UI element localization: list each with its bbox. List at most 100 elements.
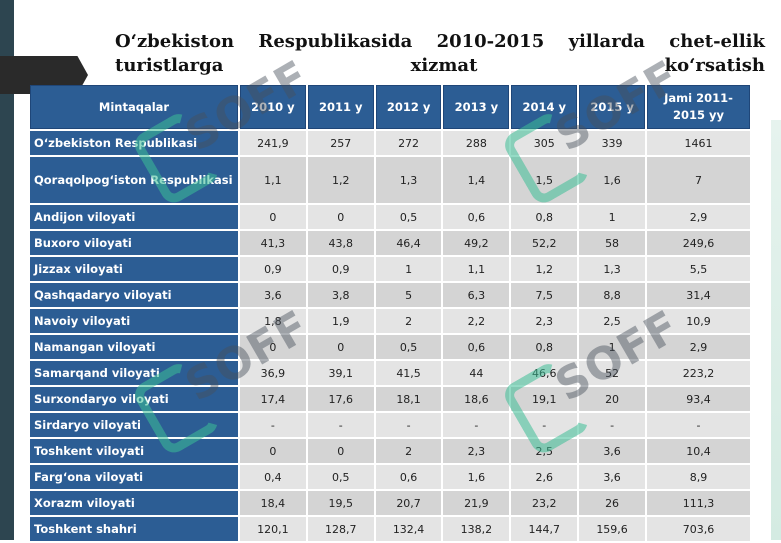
value-cell: 138,2 — [443, 517, 510, 541]
value-cell: 19,5 — [307, 491, 374, 515]
value-cell: 31,4 — [647, 283, 750, 307]
value-cell: 0,5 — [307, 465, 374, 489]
value-cell: 0,8 — [511, 205, 578, 229]
right-decor-strip — [771, 120, 781, 540]
value-cell: - — [443, 413, 510, 437]
value-cell: 17,4 — [240, 387, 306, 411]
value-cell: 18,4 — [240, 491, 306, 515]
value-cell: 46,4 — [375, 231, 442, 255]
value-cell: 2,5 — [579, 309, 645, 333]
value-cell: 0,5 — [375, 335, 442, 359]
region-cell: Qoraqolpog‘iston Respublikasi — [30, 157, 238, 203]
value-cell: 2 — [375, 439, 442, 463]
value-cell: 1,2 — [511, 257, 578, 281]
value-cell: 0,9 — [240, 257, 306, 281]
value-cell: 249,6 — [647, 231, 750, 255]
region-cell: Xorazm viloyati — [30, 491, 238, 515]
value-cell: 0 — [307, 439, 374, 463]
value-cell: 0 — [307, 335, 374, 359]
region-cell: Surxondaryo viloyati — [30, 387, 238, 411]
value-cell: 2,2 — [443, 309, 510, 333]
value-cell: 305 — [511, 131, 578, 155]
value-cell: 49,2 — [443, 231, 510, 255]
value-cell: 8,9 — [647, 465, 750, 489]
region-cell: Toshkent shahri — [30, 517, 238, 541]
value-cell: 21,9 — [443, 491, 510, 515]
value-cell: - — [647, 413, 750, 437]
value-cell: 6,3 — [443, 283, 510, 307]
value-cell: 1 — [579, 205, 645, 229]
value-cell: 1,1 — [443, 257, 510, 281]
value-cell: - — [375, 413, 442, 437]
region-cell: Qashqadaryo viloyati — [30, 283, 238, 307]
value-cell: 0,6 — [375, 465, 442, 489]
value-cell: 5 — [375, 283, 442, 307]
value-cell: 257 — [307, 131, 374, 155]
value-cell: 52 — [579, 361, 645, 385]
value-cell: - — [240, 413, 306, 437]
value-cell: 7,5 — [511, 283, 578, 307]
value-cell: 26 — [579, 491, 645, 515]
column-header: 2013 y — [443, 85, 510, 129]
value-cell: 10,9 — [647, 309, 750, 333]
value-cell: 1 — [375, 257, 442, 281]
value-cell: 111,3 — [647, 491, 750, 515]
value-cell: 0,8 — [511, 335, 578, 359]
value-cell: 5,5 — [647, 257, 750, 281]
value-cell: 288 — [443, 131, 510, 155]
value-cell: 20,7 — [375, 491, 442, 515]
value-cell: 1,2 — [307, 157, 374, 203]
column-header: 2011 y — [307, 85, 374, 129]
region-cell: Farg‘ona viloyati — [30, 465, 238, 489]
value-cell: 93,4 — [647, 387, 750, 411]
value-cell: 2,9 — [647, 335, 750, 359]
value-cell: 0 — [240, 335, 306, 359]
value-cell: 1461 — [647, 131, 750, 155]
table-row: Xorazm viloyati 18,4 19,5 20,7 21,9 23,2 26 111… — [30, 491, 750, 515]
value-cell: 23,2 — [511, 491, 578, 515]
value-cell: 3,6 — [579, 439, 645, 463]
region-cell: Samarqand viloyati — [30, 361, 238, 385]
value-cell: 41,3 — [240, 231, 306, 255]
region-cell: Toshkent viloyati — [30, 439, 238, 463]
value-cell: 58 — [579, 231, 645, 255]
value-cell: 1,6 — [579, 157, 645, 203]
value-cell: 0,6 — [443, 335, 510, 359]
value-cell: 10,4 — [647, 439, 750, 463]
table-row: Navoiy viloyati 1,8 1,9 2 2,2 2,3 2,5 10,9 — [30, 309, 750, 333]
column-header: Mintaqalar — [30, 85, 238, 129]
value-cell: 1 — [579, 335, 645, 359]
column-header: 2010 y — [240, 85, 306, 129]
value-cell: 132,4 — [375, 517, 442, 541]
value-cell: 36,9 — [240, 361, 306, 385]
region-cell: Buxoro viloyati — [30, 231, 238, 255]
value-cell: 1,1 — [240, 157, 306, 203]
value-cell: 241,9 — [240, 131, 306, 155]
value-cell: 159,6 — [579, 517, 645, 541]
table-row: Buxoro viloyati 41,3 43,8 46,4 49,2 52,2 58 249… — [30, 231, 750, 255]
value-cell: 46,6 — [511, 361, 578, 385]
value-cell: 144,7 — [511, 517, 578, 541]
value-cell: - — [511, 413, 578, 437]
value-cell: 0 — [307, 205, 374, 229]
value-cell: 17,6 — [307, 387, 374, 411]
value-cell: 1,5 — [511, 157, 578, 203]
table-row: Farg‘ona viloyati 0,4 0,5 0,6 1,6 2,6 3,6 8,9 — [30, 465, 750, 489]
value-cell: 52,2 — [511, 231, 578, 255]
table-row: Samarqand viloyati 36,9 39,1 41,5 44 46,6 52 22… — [30, 361, 750, 385]
value-cell: 1,3 — [579, 257, 645, 281]
region-cell: Sirdaryo viloyati — [30, 413, 238, 437]
value-cell: 2,9 — [647, 205, 750, 229]
value-cell: 2,5 — [511, 439, 578, 463]
region-cell: Namangan viloyati — [30, 335, 238, 359]
value-cell: 0 — [240, 439, 306, 463]
value-cell: 1,6 — [443, 465, 510, 489]
column-header: 2012 y — [375, 85, 442, 129]
value-cell: 44 — [443, 361, 510, 385]
value-cell: 0,9 — [307, 257, 374, 281]
value-cell: 7 — [647, 157, 750, 203]
table-row: Qoraqolpog‘iston Respublikasi 1,1 1,2 1,3 1,… — [30, 157, 750, 203]
value-cell: 272 — [375, 131, 442, 155]
value-cell: 1,3 — [375, 157, 442, 203]
value-cell: 339 — [579, 131, 645, 155]
